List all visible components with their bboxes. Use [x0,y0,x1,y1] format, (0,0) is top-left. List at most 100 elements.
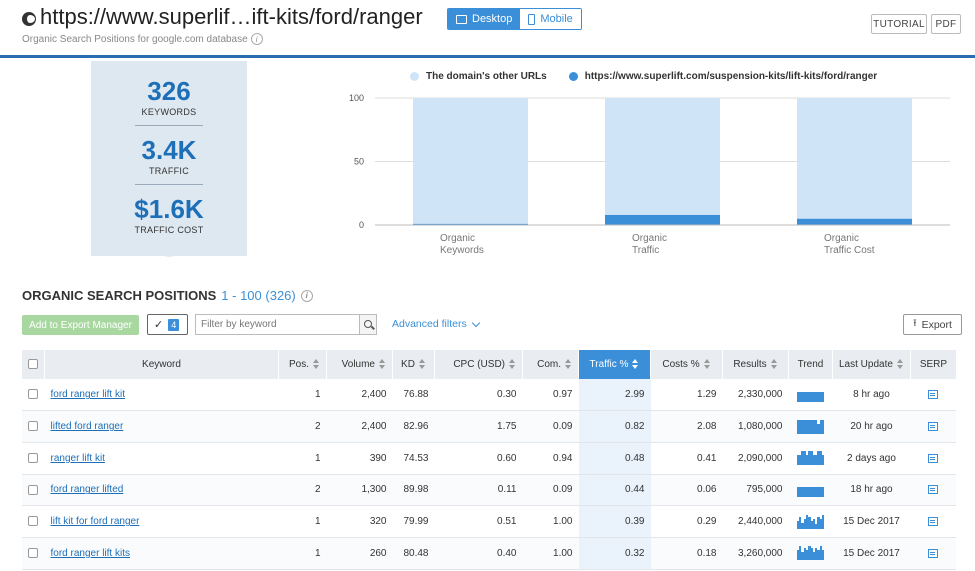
results-cell: 2,440,000 [722,505,789,538]
keyword-link[interactable]: ford ranger lifted [50,484,124,496]
keywords-value[interactable]: 326 [147,76,191,106]
checkbox[interactable] [28,516,39,527]
serp-icon[interactable] [928,548,939,558]
keyword-cell: ford ranger lifted [44,474,279,507]
x-tick-label: Organic [440,233,475,244]
column-header-keyword[interactable]: Keyword [44,350,279,379]
serp-cell [910,442,957,475]
trend-sparkline[interactable] [796,546,825,561]
legend-label: The domain's other URLs [426,71,547,82]
table-row: lifted ford ranger 2 2,400 82.96 1.75 0.09 0.8… [22,410,957,443]
legend-dot [410,72,419,81]
trend-bar [812,419,816,434]
trend-bar [821,455,825,466]
column-header-com[interactable]: Com. [522,350,579,379]
row-select [22,505,45,538]
trend-cell [788,505,833,538]
keyword-cell: lifted ford ranger [44,410,279,443]
export-button[interactable]: ⭱ Export [903,314,962,335]
x-tick-label: Keywords [440,245,484,256]
legend-item-other-urls[interactable]: The domain's other URLs [410,71,547,82]
trend-bar [817,550,820,561]
add-to-export-manager-button[interactable]: Add to Export Manager [22,315,139,335]
trend-bar [801,522,804,529]
trend-bar [799,516,802,529]
mobile-button[interactable]: Mobile [520,9,581,29]
kd-cell: 76.88 [392,379,435,412]
page-subtitle: Organic Search Positions for google.com … [22,33,263,45]
keyword-link[interactable]: lift kit for ford ranger [50,516,140,528]
serp-icon[interactable] [928,421,939,431]
trend-bar [808,516,811,529]
desktop-button[interactable]: Desktop [448,9,521,29]
trend-bar [805,419,809,434]
filter-search-button[interactable] [359,314,377,335]
column-header-pos[interactable]: Pos. [278,350,327,379]
selected-count-button[interactable]: ✓ 4 [147,314,188,335]
info-icon[interactable]: i [300,289,313,302]
trend-bar [815,523,818,529]
checkbox[interactable] [28,389,39,400]
trend-bar [812,486,816,497]
trend-bar [805,391,809,402]
serp-icon[interactable] [928,453,939,463]
column-header-costs[interactable]: Costs % [650,350,723,379]
column-label: KD [401,359,415,370]
trend-sparkline[interactable] [796,451,825,466]
trend-bar [799,546,802,561]
checkbox[interactable] [28,421,39,432]
keyword-link[interactable]: ford ranger lift kit [50,389,125,401]
keyword-link[interactable]: lifted ford ranger [50,421,124,433]
column-header-volume[interactable]: Volume [326,350,393,379]
trend-bar [796,550,800,561]
column-header-last-update[interactable]: Last Update [832,350,911,379]
trend-bar [812,455,816,466]
volume-cell: 260 [326,537,393,570]
device-toggle: Desktop Mobile [447,8,582,30]
pdf-button[interactable]: PDF [931,14,961,34]
column-header-cpc[interactable]: CPC (USD) [434,350,523,379]
column-header-results[interactable]: Results [722,350,789,379]
checkbox[interactable] [28,484,39,495]
last-update-cell: 18 hr ago [832,474,911,507]
pos-cell: 2 [278,474,327,507]
keyword-link[interactable]: ford ranger lift kits [50,547,130,559]
trend-bar [821,391,825,402]
column-label: Results [733,359,767,370]
column-header-traffic[interactable]: Traffic % [578,350,651,379]
serp-cell [910,505,957,538]
checkbox[interactable] [28,453,39,464]
info-icon[interactable]: i [250,33,263,45]
trend-bar [817,516,820,529]
keyword-link[interactable]: ranger lift kit [50,452,105,464]
column-label: SERP [919,359,948,370]
tutorial-button[interactable]: TUTORIAL [871,14,927,34]
checkbox[interactable] [28,548,39,559]
trend-sparkline[interactable] [796,483,825,497]
trend-bar [810,520,813,529]
row-select [22,442,45,475]
serp-icon[interactable] [928,516,939,526]
mobile-label: Mobile [540,13,573,25]
legend-item-url[interactable]: https://www.superlift.com/suspension-kit… [568,71,877,82]
pos-cell: 1 [278,537,327,570]
trend-bar [808,486,811,497]
desktop-icon [456,14,467,24]
header-select-all[interactable] [22,350,45,379]
trend-bar [810,548,813,561]
serp-icon[interactable] [928,389,939,399]
trend-sparkline[interactable] [796,388,825,402]
column-label: Keyword [142,359,181,370]
com-cell: 0.09 [522,410,579,443]
com-cell: 0.97 [522,379,579,412]
column-header-kd[interactable]: KD [392,350,435,379]
checkbox[interactable] [28,359,38,370]
advanced-filters-toggle[interactable]: Advanced filters [392,318,480,330]
com-cell: 0.09 [522,474,579,507]
serp-icon[interactable] [928,485,939,495]
keyword-filter-input[interactable] [195,314,360,335]
trend-sparkline[interactable] [796,514,825,529]
page-title: https://www.superlif…ift-kits/ford/range… [40,4,423,29]
bar-segment [797,98,912,219]
trend-sparkline[interactable] [796,419,825,434]
